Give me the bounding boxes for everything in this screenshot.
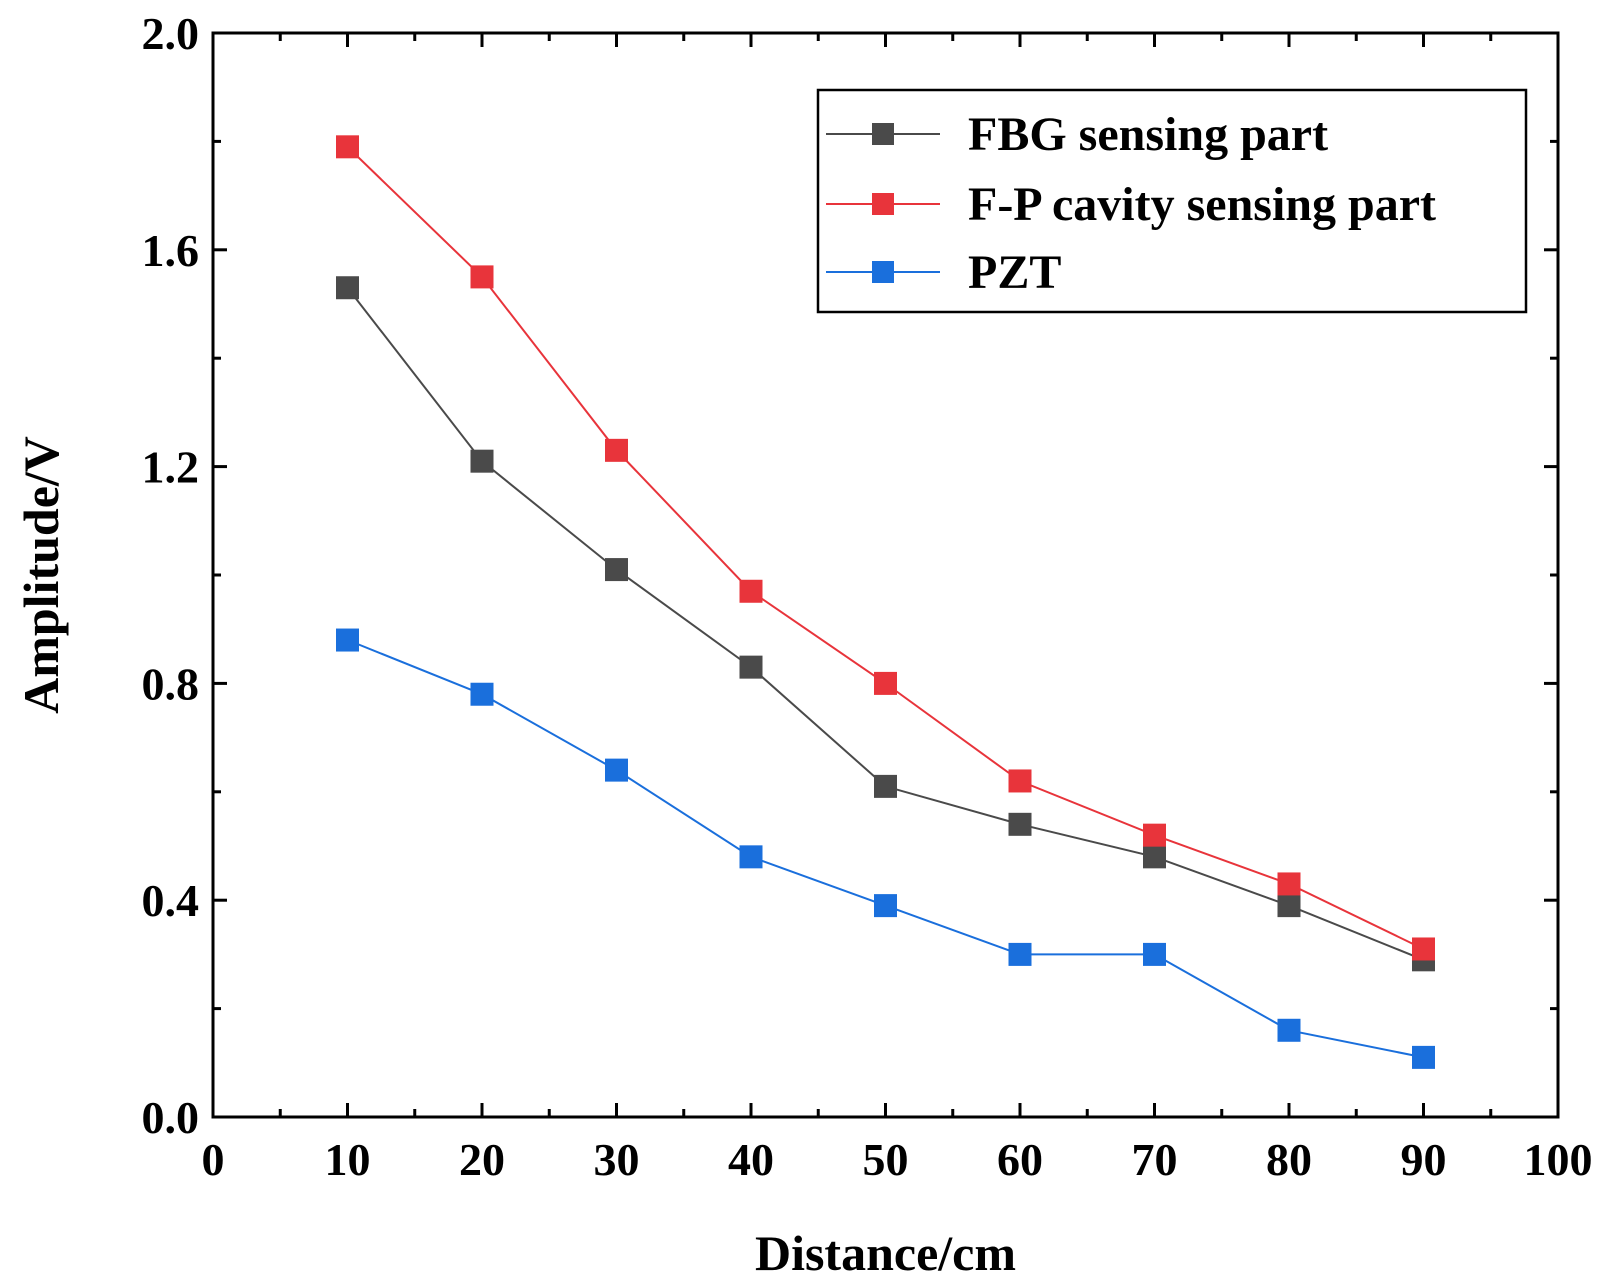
legend-marker xyxy=(872,193,894,215)
legend-label: PZT xyxy=(968,246,1061,299)
data-point xyxy=(1277,1018,1301,1042)
data-point xyxy=(739,845,763,869)
legend-marker xyxy=(872,261,894,283)
x-tick-label: 40 xyxy=(728,1134,774,1185)
x-tick-label: 50 xyxy=(863,1134,909,1185)
data-point xyxy=(1008,812,1032,836)
x-tick-label: 100 xyxy=(1524,1134,1593,1185)
x-tick-label: 30 xyxy=(594,1134,640,1185)
series-2 xyxy=(336,135,1435,961)
data-point xyxy=(605,758,628,782)
data-point xyxy=(336,276,359,300)
x-tick-label: 60 xyxy=(997,1134,1043,1185)
data-point xyxy=(336,135,359,159)
data-point xyxy=(336,628,359,652)
series-line xyxy=(347,639,1424,1059)
data-point xyxy=(1143,823,1166,847)
legend-label: FBG sensing part xyxy=(968,108,1328,161)
series-line xyxy=(346,287,1424,961)
x-tick-label: 10 xyxy=(325,1134,371,1185)
data-point xyxy=(1412,937,1435,961)
plot-area xyxy=(336,135,1435,1069)
x-tick-label: 20 xyxy=(459,1134,505,1185)
data-point xyxy=(605,438,628,462)
x-tick-label: 80 xyxy=(1266,1134,1312,1185)
data-point xyxy=(605,558,628,582)
y-tick-label: 0.0 xyxy=(142,1092,200,1143)
data-point xyxy=(1143,845,1166,869)
y-axis-title: Amplitude/V xyxy=(13,436,69,714)
x-tick-label: 0 xyxy=(202,1134,225,1185)
y-tick-label: 0.4 xyxy=(142,875,200,926)
y-tick-label: 1.6 xyxy=(142,225,200,276)
series-1 xyxy=(336,276,1435,972)
x-axis-title: Distance/cm xyxy=(755,1225,1016,1281)
legend-marker xyxy=(872,123,894,145)
data-point xyxy=(470,265,494,289)
legend-box xyxy=(816,88,1528,314)
x-tick-label: 90 xyxy=(1401,1134,1447,1185)
legend: FBG sensing part F-P cavity sensing part P… xyxy=(816,88,1528,314)
data-point xyxy=(1143,942,1166,966)
data-point xyxy=(470,682,494,706)
data-point xyxy=(739,655,763,679)
data-point xyxy=(1008,942,1032,966)
legend-label: F-P cavity sensing part xyxy=(968,178,1436,231)
y-tick-label: 2.0 xyxy=(142,8,200,59)
data-point xyxy=(874,774,897,798)
y-tick-label: 0.8 xyxy=(142,658,200,709)
axes: 0 10 20 30 40 50 60 70 80 90 100 0.0 0.4 0.8 1.2 1.6 2.0 xyxy=(142,8,1593,1185)
data-point xyxy=(739,579,763,603)
data-point xyxy=(470,449,494,473)
y-tick-label: 1.2 xyxy=(142,442,200,493)
series-3 xyxy=(336,628,1435,1069)
data-point xyxy=(1277,894,1301,918)
data-point xyxy=(874,894,897,918)
x-tick-label: 70 xyxy=(1132,1134,1178,1185)
data-point xyxy=(1008,769,1032,793)
data-point xyxy=(1412,1045,1435,1069)
data-point xyxy=(874,671,897,695)
data-point xyxy=(1277,872,1301,896)
